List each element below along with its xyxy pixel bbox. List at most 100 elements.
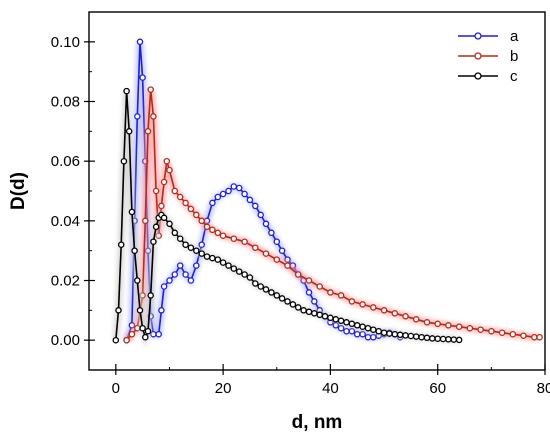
- data-point-b: [193, 211, 200, 219]
- data-point-c: [289, 301, 297, 308]
- data-point-b: [128, 330, 136, 338]
- y-tick-label: 0.06: [51, 153, 80, 170]
- legend-marker: [474, 52, 482, 60]
- legend-marker: [474, 32, 482, 40]
- data-point-c: [209, 254, 216, 262]
- data-point-a: [343, 327, 350, 335]
- data-point-c: [144, 327, 152, 335]
- data-point-a: [364, 333, 372, 341]
- data-point-a: [198, 241, 205, 248]
- data-point-b: [509, 330, 517, 338]
- data-point-c: [131, 247, 138, 254]
- data-point-c: [123, 87, 130, 95]
- data-point-c: [332, 316, 340, 323]
- data-point-c: [375, 327, 382, 335]
- data-point-c: [257, 283, 264, 290]
- data-point-b: [412, 316, 420, 323]
- data-point-c: [412, 333, 420, 340]
- data-point-a: [150, 330, 157, 338]
- series-glow-a: [123, 41, 402, 342]
- data-point-a: [209, 199, 216, 207]
- data-point-c: [198, 250, 205, 257]
- data-point-c: [321, 313, 329, 320]
- data-point-b: [498, 329, 506, 336]
- data-point-c: [268, 289, 275, 296]
- data-point-a: [214, 193, 222, 201]
- data-point-c: [439, 335, 447, 343]
- data-point-b: [158, 202, 165, 210]
- x-tick-label: 80: [537, 380, 550, 397]
- series-glow-b: [123, 89, 540, 343]
- data-point-c: [402, 332, 409, 339]
- data-point-b: [337, 292, 345, 299]
- data-point-b: [252, 244, 259, 251]
- data-point-a: [278, 247, 286, 254]
- data-point-c: [125, 128, 133, 135]
- data-point-c: [214, 256, 222, 263]
- legend-marker: [474, 72, 482, 80]
- data-point-c: [305, 308, 313, 316]
- data-point-c: [187, 244, 195, 251]
- data-point-a: [257, 211, 264, 219]
- data-point-c: [120, 157, 128, 165]
- data-point-c: [370, 326, 377, 333]
- data-point-c: [235, 268, 243, 275]
- data-point-c: [176, 235, 184, 242]
- data-point-c: [364, 324, 372, 332]
- series-line-b: [126, 89, 540, 341]
- data-point-c: [337, 317, 345, 325]
- series-c: [112, 87, 463, 348]
- x-tick-label: 60: [429, 380, 446, 397]
- data-point-b: [142, 217, 149, 225]
- legend-label: a: [510, 28, 519, 45]
- data-point-c: [134, 277, 141, 284]
- data-point-c: [316, 311, 323, 319]
- y-tick-label: 0.10: [51, 34, 80, 51]
- data-point-a: [219, 190, 227, 198]
- data-point-c: [327, 314, 334, 322]
- data-point-a: [136, 38, 144, 46]
- data-point-b: [214, 229, 222, 237]
- data-point-b: [230, 235, 238, 242]
- data-point-a: [359, 330, 366, 338]
- data-point-c: [407, 332, 415, 340]
- data-point-a: [182, 271, 189, 278]
- data-point-c: [219, 259, 227, 266]
- data-point-a: [246, 196, 254, 204]
- data-point-b: [466, 324, 474, 332]
- data-point-c: [423, 334, 431, 342]
- data-point-c: [112, 336, 120, 344]
- data-point-b: [294, 271, 302, 278]
- data-point-b: [241, 238, 248, 245]
- data-point-a: [134, 113, 141, 120]
- data-point-c: [139, 324, 146, 332]
- data-point-c: [386, 330, 393, 337]
- data-point-a: [353, 330, 361, 338]
- legend: abc: [458, 28, 519, 85]
- data-point-c: [429, 335, 436, 342]
- data-point-b: [305, 277, 313, 284]
- data-point-c: [147, 292, 154, 299]
- series-b: [123, 86, 543, 344]
- data-point-c: [128, 208, 136, 216]
- data-point-b: [219, 232, 227, 239]
- data-point-b: [273, 256, 281, 263]
- data-point-a: [252, 202, 259, 210]
- data-point-a: [155, 330, 162, 338]
- data-point-a: [311, 298, 318, 305]
- data-point-b: [455, 323, 463, 330]
- data-point-a: [171, 271, 179, 278]
- data-point-b: [488, 327, 495, 335]
- data-point-b: [380, 307, 388, 314]
- data-point-c: [455, 336, 463, 344]
- data-point-c: [182, 241, 189, 248]
- data-point-b: [123, 336, 130, 344]
- data-point-c: [450, 336, 458, 343]
- x-tick-label: 0: [112, 380, 120, 397]
- data-point-c: [117, 241, 125, 248]
- data-point-a: [268, 229, 275, 237]
- data-point-c: [445, 336, 452, 343]
- data-point-a: [235, 184, 243, 192]
- data-point-c: [115, 307, 122, 314]
